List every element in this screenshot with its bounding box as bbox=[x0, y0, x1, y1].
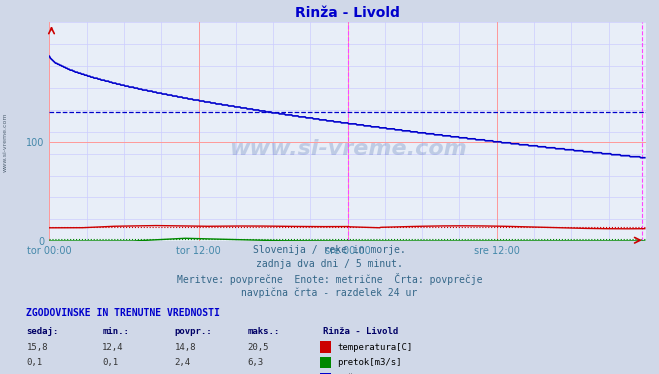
Text: www.si-vreme.com: www.si-vreme.com bbox=[3, 112, 8, 172]
Text: Rinža - Livold: Rinža - Livold bbox=[323, 327, 398, 336]
Text: ZGODOVINSKE IN TRENUTNE VREDNOSTI: ZGODOVINSKE IN TRENUTNE VREDNOSTI bbox=[26, 308, 220, 318]
Text: 12,4: 12,4 bbox=[102, 343, 124, 352]
Text: temperatura[C]: temperatura[C] bbox=[337, 343, 413, 352]
Text: povpr.:: povpr.: bbox=[175, 327, 212, 336]
Text: Slovenija / reke in morje.: Slovenija / reke in morje. bbox=[253, 245, 406, 255]
Text: 6,3: 6,3 bbox=[247, 358, 263, 367]
Text: sedaj:: sedaj: bbox=[26, 327, 59, 336]
Text: 14,8: 14,8 bbox=[175, 343, 196, 352]
Text: navpična črta - razdelek 24 ur: navpična črta - razdelek 24 ur bbox=[241, 288, 418, 298]
Text: 2,4: 2,4 bbox=[175, 358, 190, 367]
Title: Rinža - Livold: Rinža - Livold bbox=[295, 6, 400, 20]
Text: 0,1: 0,1 bbox=[26, 358, 42, 367]
Text: zadnja dva dni / 5 minut.: zadnja dva dni / 5 minut. bbox=[256, 259, 403, 269]
Text: maks.:: maks.: bbox=[247, 327, 279, 336]
Text: 0,1: 0,1 bbox=[102, 358, 118, 367]
Text: www.si-vreme.com: www.si-vreme.com bbox=[229, 140, 467, 159]
Text: 15,8: 15,8 bbox=[26, 343, 48, 352]
Text: min.:: min.: bbox=[102, 327, 129, 336]
Text: 20,5: 20,5 bbox=[247, 343, 269, 352]
Text: pretok[m3/s]: pretok[m3/s] bbox=[337, 358, 402, 367]
Text: Meritve: povprečne  Enote: metrične  Črta: povprečje: Meritve: povprečne Enote: metrične Črta:… bbox=[177, 273, 482, 285]
